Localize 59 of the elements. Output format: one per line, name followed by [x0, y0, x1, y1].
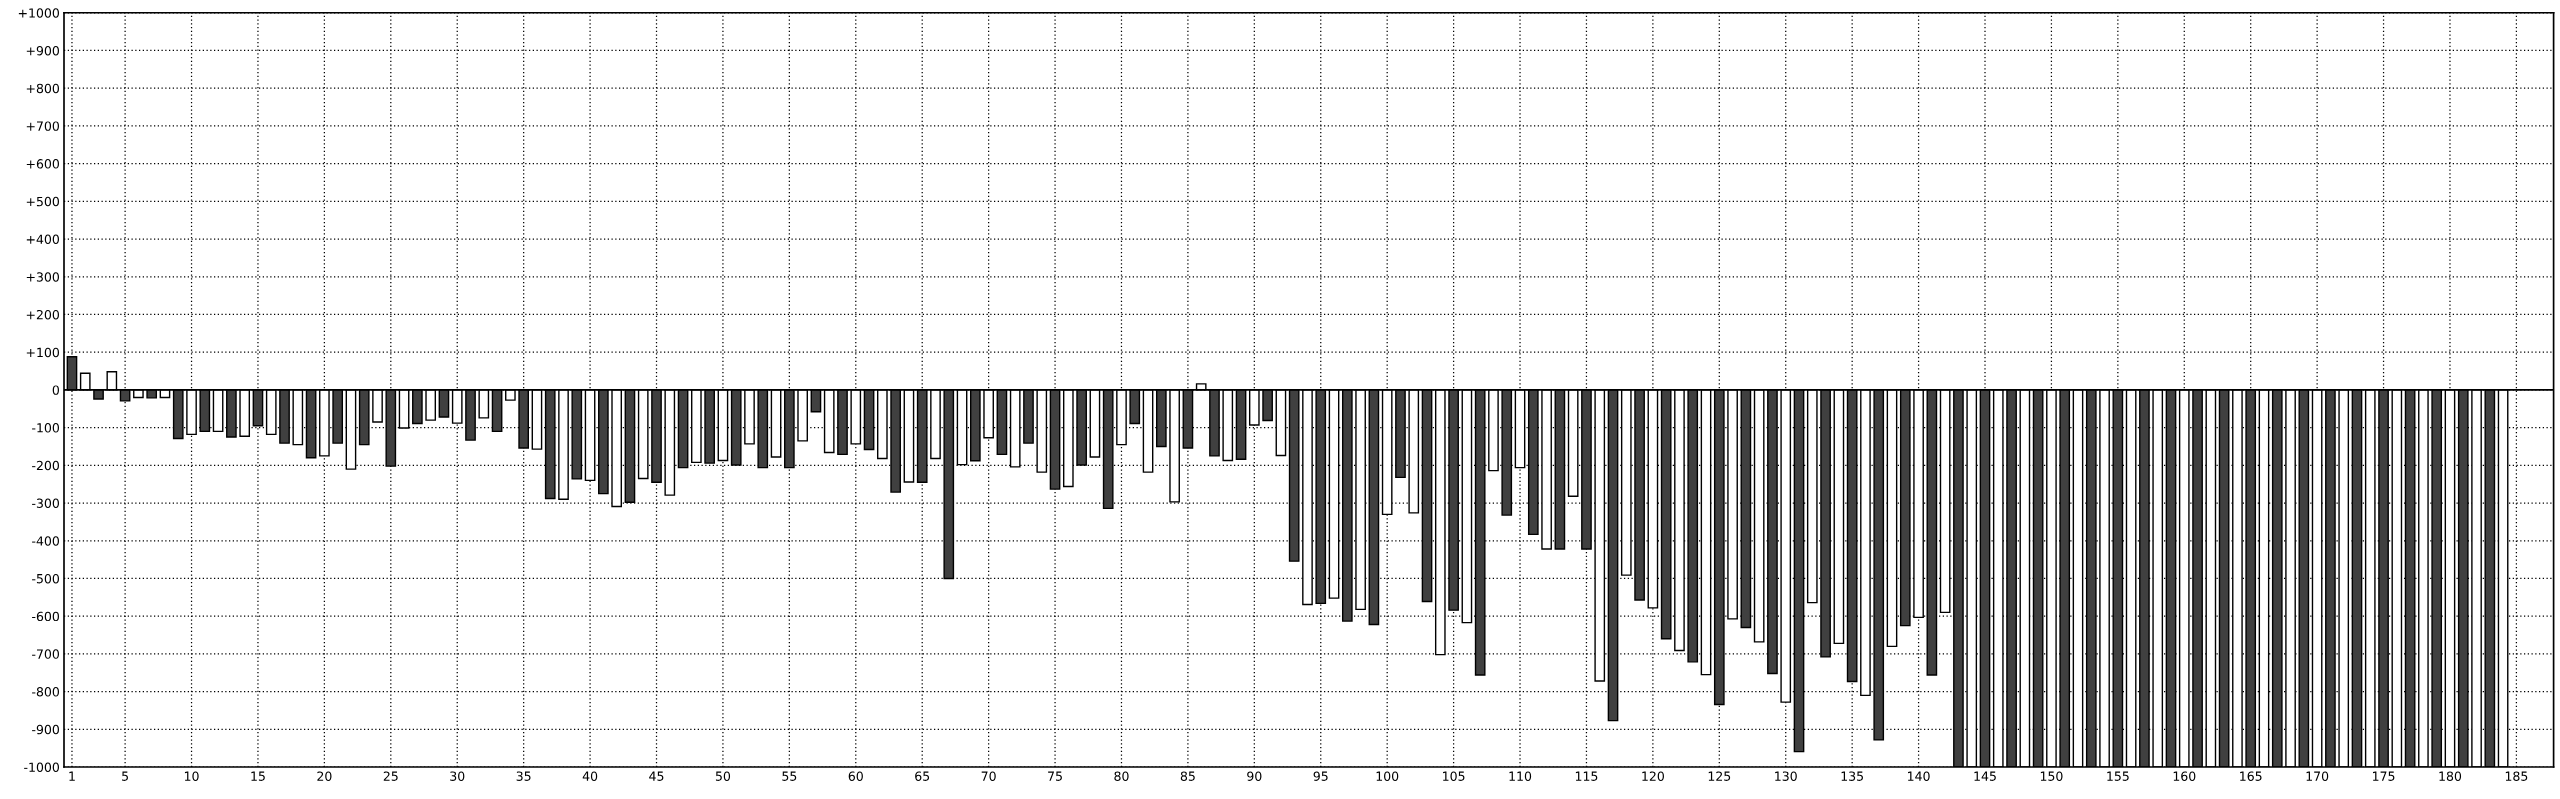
x-tick-label: 110: [1509, 771, 1532, 781]
y-tick-label: +100: [26, 347, 59, 358]
y-tick-label: -500: [32, 573, 59, 584]
y-tick-label: +700: [26, 121, 59, 131]
x-tick-label: 5: [122, 771, 128, 781]
x-tick-label: 105: [1443, 771, 1465, 781]
x-tick-label: 70: [981, 771, 996, 781]
x-tick-label: 160: [2173, 771, 2196, 781]
y-tick-label: -1000: [24, 762, 59, 772]
x-tick-label: 30: [450, 771, 465, 781]
x-tick-label: 165: [2240, 771, 2262, 781]
y-tick-label: +400: [26, 234, 59, 244]
x-tick-label: 85: [1180, 771, 1195, 781]
y-tick-label: +800: [26, 83, 59, 94]
x-tick-label: 35: [516, 771, 531, 781]
x-tick-label: 50: [715, 771, 731, 781]
y-tick-label: -100: [32, 423, 59, 433]
x-tick-label: 95: [1313, 771, 1328, 781]
x-tick-label: 75: [1048, 771, 1062, 781]
x-tick-label: 20: [317, 771, 332, 781]
x-tick-label: 25: [383, 771, 398, 781]
x-tick-label: 135: [1841, 771, 1863, 781]
x-tick-label: 55: [782, 771, 797, 781]
x-tick-label: 170: [2306, 771, 2329, 781]
y-tick-label: +1000: [18, 8, 59, 18]
x-tick-label: 65: [915, 771, 930, 781]
y-tick-label: -800: [32, 687, 59, 697]
x-tick-label: 120: [1642, 771, 1664, 781]
x-tick-label: 60: [848, 771, 863, 781]
y-tick-label: +500: [26, 196, 59, 207]
y-tick-label: -400: [32, 536, 59, 546]
x-tick-label: 155: [2107, 771, 2129, 781]
y-tick-label: +600: [26, 159, 59, 169]
x-tick-label: 115: [1575, 771, 1598, 781]
x-tick-label: 80: [1114, 771, 1129, 781]
x-tick-label: 125: [1708, 771, 1731, 781]
x-tick-label: 150: [2040, 771, 2063, 781]
y-tick-label: -900: [32, 724, 59, 735]
y-tick-label: +900: [26, 45, 59, 56]
y-tick-label: -700: [32, 649, 59, 659]
y-tick-label: 0: [52, 385, 59, 395]
x-tick-label: 180: [2439, 771, 2462, 781]
x-tick-label: 10: [184, 771, 199, 781]
x-tick-label: 130: [1775, 771, 1797, 781]
x-tick-label: 1: [69, 771, 75, 781]
y-tick-label: +200: [26, 309, 59, 320]
x-tick-label: 15: [251, 771, 265, 781]
x-tick-label: 45: [649, 771, 664, 781]
y-tick-label: +300: [26, 272, 59, 282]
y-tick-label: -200: [32, 460, 59, 471]
x-tick-label: 40: [582, 771, 598, 781]
x-tick-label: 185: [2505, 771, 2528, 781]
y-tick-label: -300: [32, 498, 59, 508]
x-tick-label: 175: [2373, 771, 2395, 781]
y-tick-label: -600: [32, 611, 59, 622]
x-tick-label: 100: [1376, 771, 1399, 781]
x-tick-label: 140: [1908, 771, 1930, 781]
x-tick-label: 145: [1974, 771, 1996, 781]
x-tick-label: 90: [1247, 771, 1262, 781]
